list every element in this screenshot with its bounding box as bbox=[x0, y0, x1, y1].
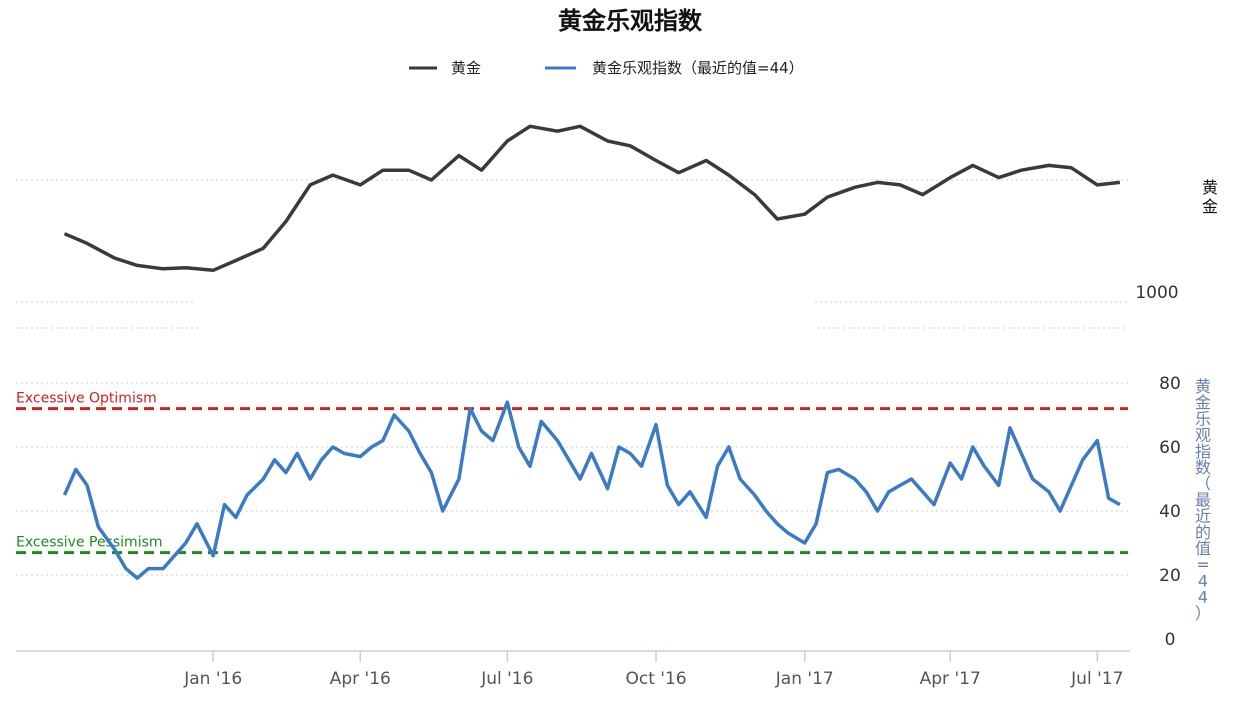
legend-label-index: 黄金乐观指数（最近的值=44） bbox=[592, 59, 804, 77]
y-axis-title-gold-1: 黄 bbox=[1202, 178, 1218, 197]
gold-optimism-index-line bbox=[62, 400, 1121, 580]
y-tick-index-80: 80 bbox=[1159, 374, 1181, 394]
y-ticks-index: 0 20 40 60 80 bbox=[1159, 374, 1181, 650]
x-ticks: Jan '16 Apr '16 Jul '16 Oct '16 Jan '17 Apr '… bbox=[183, 651, 1123, 689]
x-tick-label: Jul '17 bbox=[1070, 669, 1123, 689]
x-tick-label: Apr '17 bbox=[920, 669, 981, 689]
x-tick-label: Oct '16 bbox=[625, 669, 686, 689]
x-tick-label: Jul '16 bbox=[480, 669, 533, 689]
y-tick-gold-1000: 1000 bbox=[1135, 283, 1178, 303]
y-axis-title-gold-2: 金 bbox=[1202, 197, 1218, 216]
x-tick-label: Jan '17 bbox=[775, 669, 834, 689]
x-tick-label: Apr '16 bbox=[330, 669, 391, 689]
y-tick-index-60: 60 bbox=[1159, 438, 1181, 458]
excessive-optimism-label: Excessive Optimism bbox=[16, 391, 157, 407]
y-tick-index-40: 40 bbox=[1159, 502, 1181, 522]
x-tick-label: Jan '16 bbox=[183, 669, 242, 689]
bottom-grid bbox=[16, 382, 1128, 576]
top-grid bbox=[16, 179, 1128, 329]
chart-title: 黄金乐观指数 bbox=[558, 7, 703, 35]
legend: 黄金 黄金乐观指数（最近的值=44） bbox=[409, 59, 804, 77]
y-axis-title-index: 黄金乐观指数（最近的值= 4 4） bbox=[1195, 377, 1211, 623]
gold-price-line bbox=[63, 124, 1121, 273]
y-tick-index-0: 0 bbox=[1165, 630, 1176, 650]
y-tick-index-20: 20 bbox=[1159, 566, 1181, 586]
excessive-pessimism-label: Excessive Pessimism bbox=[16, 535, 163, 551]
legend-label-gold: 黄金 bbox=[451, 59, 481, 77]
